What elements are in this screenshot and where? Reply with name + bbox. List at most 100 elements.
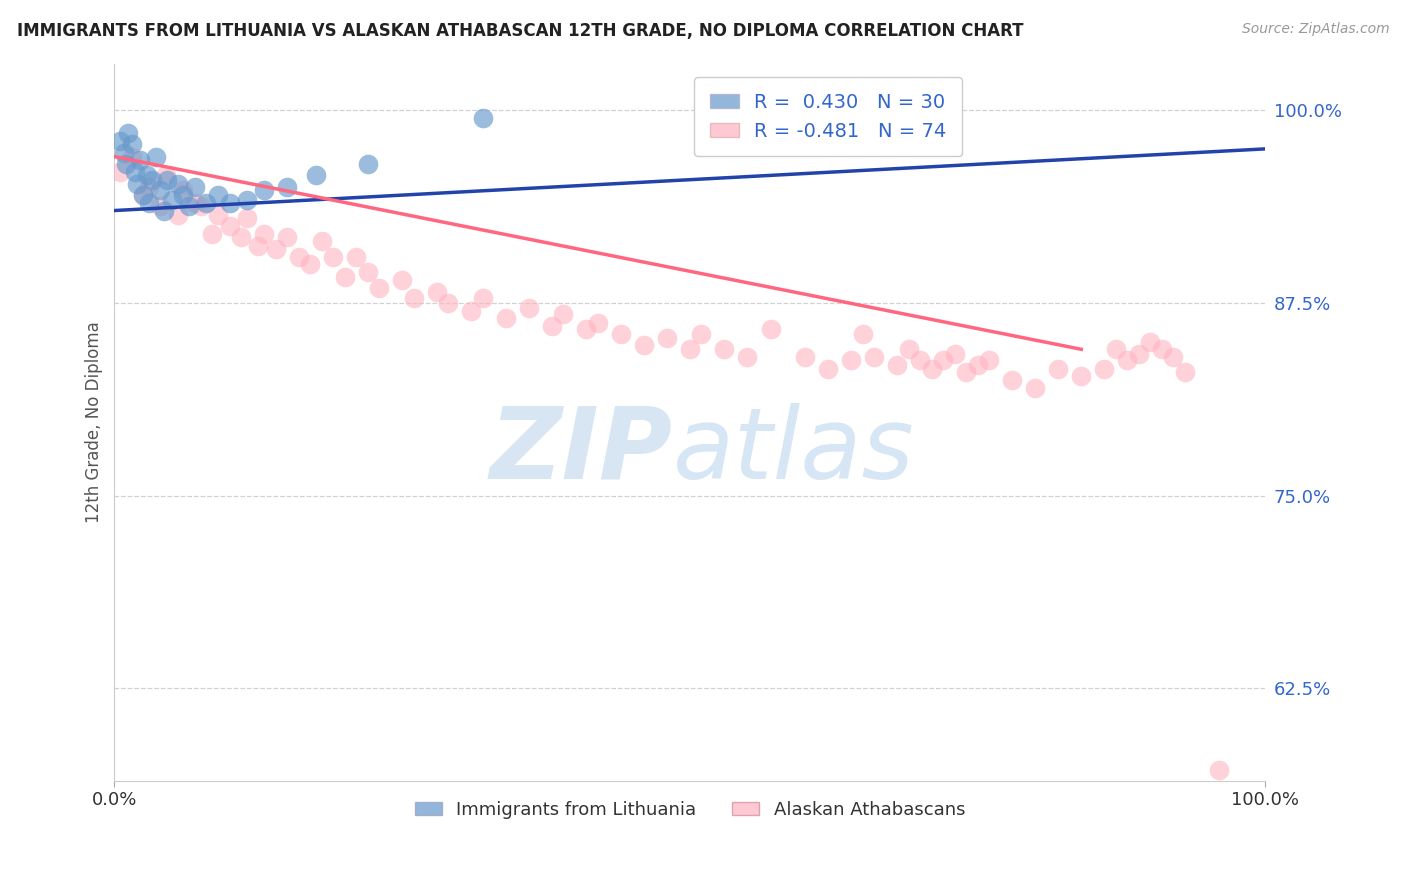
Point [155,168,177,182]
Point [391,273,413,287]
Point [184,195,207,210]
Point [145,150,167,164]
Point [540,319,562,334]
Point [655,331,678,345]
Point [794,350,817,364]
Point [132,188,155,202]
Point [108,134,131,148]
Point [437,296,460,310]
Point [138,180,160,194]
Point [402,292,425,306]
Point [1001,373,1024,387]
Point [471,111,494,125]
Point [166,208,188,222]
Point [1174,366,1197,380]
Point [1070,368,1092,383]
Point [333,269,356,284]
Point [236,211,259,226]
Point [921,362,943,376]
Point [886,358,908,372]
Point [460,303,482,318]
Point [276,229,298,244]
Point [553,307,575,321]
Point [253,227,276,241]
Point [713,343,735,357]
Point [184,180,207,194]
Point [966,358,988,372]
Point [759,322,782,336]
Point [287,250,309,264]
Point [121,137,143,152]
Point [179,199,201,213]
Point [172,184,194,198]
Point [115,157,138,171]
Point [127,178,149,192]
Point [322,250,344,264]
Point [344,250,367,264]
Point [586,316,609,330]
Point [128,153,150,167]
Point [207,188,229,202]
Point [839,353,862,368]
Text: atlas: atlas [672,402,914,500]
Point [356,265,378,279]
Point [218,219,240,233]
Point [943,347,966,361]
Point [156,172,179,186]
Point [852,326,875,341]
Point [897,343,920,357]
Point [1024,381,1046,395]
Point [160,193,183,207]
Point [1139,334,1161,349]
Point [679,343,702,357]
Point [253,184,276,198]
Point [195,195,218,210]
Point [356,157,378,171]
Point [1163,350,1185,364]
Point [426,285,449,300]
Point [1105,343,1128,357]
Point [117,127,139,141]
Point [247,239,270,253]
Point [132,188,155,202]
Point [932,353,955,368]
Point [979,353,1001,368]
Point [207,208,229,222]
Point [1092,362,1115,376]
Point [190,199,212,213]
Point [863,350,886,364]
Point [149,184,172,198]
Text: IMMIGRANTS FROM LITHUANIA VS ALASKAN ATHABASCAN 12TH GRADE, NO DIPLOMA CORRELATI: IMMIGRANTS FROM LITHUANIA VS ALASKAN ATH… [17,22,1024,40]
Point [1116,353,1139,368]
Point [276,180,298,194]
Point [471,292,494,306]
Point [172,188,194,202]
Point [495,311,517,326]
Point [690,326,713,341]
Point [1150,343,1173,357]
Point [1208,763,1230,777]
Point [737,350,759,364]
Point [149,199,172,213]
Point [311,235,333,249]
Point [138,195,160,210]
Point [218,195,240,210]
Point [141,172,163,186]
Point [135,168,157,182]
Point [1047,362,1070,376]
Point [517,301,540,315]
Point [610,326,633,341]
Point [955,366,977,380]
Point [236,193,259,207]
Point [229,229,252,244]
Legend: Immigrants from Lithuania, Alaskan Athabascans: Immigrants from Lithuania, Alaskan Athab… [408,793,973,826]
Point [299,258,322,272]
Point [264,242,287,256]
Point [112,146,135,161]
Text: ZIP: ZIP [489,402,672,500]
Text: Source: ZipAtlas.com: Source: ZipAtlas.com [1241,22,1389,37]
Point [201,227,224,241]
Point [575,322,598,336]
Point [633,337,655,351]
Point [368,280,391,294]
